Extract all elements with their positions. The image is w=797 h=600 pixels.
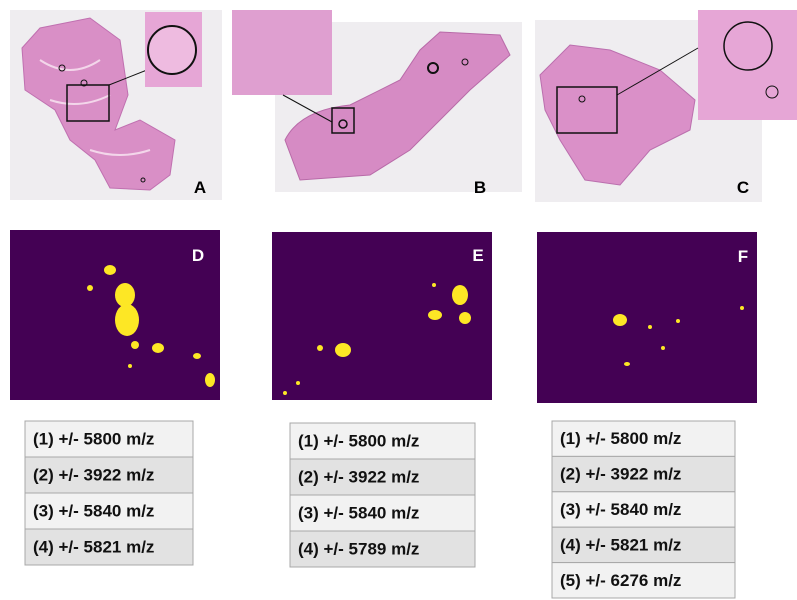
table-row-text: (1) +/- 5800 m/z [298, 431, 419, 450]
table-row-text: (5) +/- 6276 m/z [560, 571, 681, 590]
panel-c-image: C [535, 10, 797, 202]
table-row-text: (2) +/- 3922 m/z [33, 465, 154, 484]
panel-f-image: F [537, 232, 757, 403]
panel-label: C [737, 178, 749, 197]
table-row-text: (2) +/- 3922 m/z [560, 465, 681, 484]
table-row-text: (1) +/- 5800 m/z [560, 429, 681, 448]
panel-label: D [192, 246, 204, 265]
panel-label: E [472, 246, 483, 265]
tables: (1) +/- 5800 m/z (2) +/- 3922 m/z (3) +/- … [25, 421, 735, 598]
table-row-text: (3) +/- 5840 m/z [298, 503, 419, 522]
table-row-text: (3) +/- 5840 m/z [33, 501, 154, 520]
figure: A B C D [0, 0, 797, 600]
panel-label: F [738, 247, 748, 266]
panel-b-image: B [232, 10, 522, 197]
panel-e-image: E [272, 232, 492, 400]
table-row-text: (4) +/- 5789 m/z [298, 539, 419, 558]
table-row-text: (3) +/- 5840 m/z [560, 500, 681, 519]
panel-label: B [474, 178, 486, 197]
table-row-text: (4) +/- 5821 m/z [560, 535, 681, 554]
table-row-text: (4) +/- 5821 m/z [33, 537, 154, 556]
panel-a-image: A [10, 10, 222, 200]
panel-label: A [194, 178, 206, 197]
table-row-text: (2) +/- 3922 m/z [298, 467, 419, 486]
panel-d-image: D [10, 230, 220, 400]
table-row-text: (1) +/- 5800 m/z [33, 429, 154, 448]
